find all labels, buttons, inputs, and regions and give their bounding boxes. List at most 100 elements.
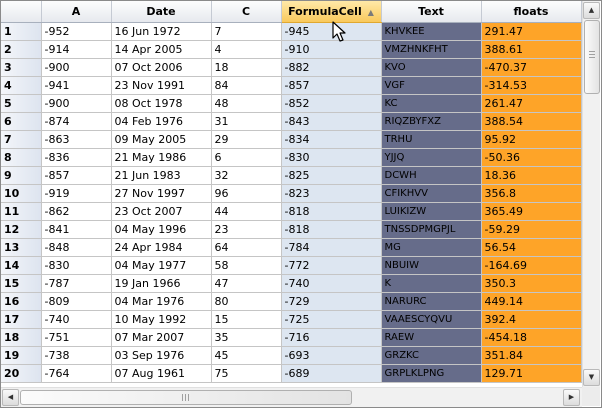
row-number[interactable]: 2 — [1, 40, 42, 59]
cell-date[interactable]: 09 May 2005 — [111, 130, 212, 149]
cell-floats[interactable]: 56.54 — [481, 238, 582, 257]
row-number[interactable]: 13 — [1, 238, 42, 257]
cell-floats[interactable]: 18.36 — [481, 166, 582, 185]
cell-a[interactable]: -738 — [41, 346, 112, 365]
table-row[interactable]: 20 -764 07 Aug 1961 75 -689 GRPLKLPNG 129.71 — [1, 364, 582, 383]
column-header-formulacell[interactable]: FormulaCell ▲ — [281, 1, 382, 23]
horizontal-scrollbar[interactable]: ◀ ▶ — [1, 387, 582, 407]
cell-floats[interactable]: 356.8 — [481, 184, 582, 203]
cell-formulacell[interactable]: -852 — [281, 94, 382, 113]
cell-text[interactable]: MG — [381, 238, 482, 257]
arrow-right-icon[interactable]: ▶ — [563, 389, 580, 406]
cell-floats[interactable]: 351.84 — [481, 346, 582, 365]
cell-a[interactable]: -764 — [41, 364, 112, 383]
cell-a[interactable]: -857 — [41, 166, 112, 185]
cell-date[interactable]: 04 Mar 1976 — [111, 292, 212, 311]
cell-date[interactable]: 07 Aug 1961 — [111, 364, 212, 383]
cell-floats[interactable]: 388.54 — [481, 112, 582, 131]
table-row[interactable]: 15 -787 19 Jan 1966 47 -740 K 350.3 — [1, 274, 582, 293]
cell-text[interactable]: LUIKIZW — [381, 202, 482, 221]
cell-a[interactable]: -740 — [41, 310, 112, 329]
cell-formulacell[interactable]: -716 — [281, 328, 382, 347]
cell-date[interactable]: 07 Oct 2006 — [111, 58, 212, 77]
cell-floats[interactable]: 392.4 — [481, 310, 582, 329]
arrow-up-icon[interactable]: ▲ — [583, 2, 600, 19]
column-header-floats[interactable]: floats — [481, 1, 582, 23]
cell-c[interactable]: 44 — [211, 202, 282, 221]
cell-c[interactable]: 23 — [211, 220, 282, 239]
cell-formulacell[interactable]: -823 — [281, 184, 382, 203]
cell-text[interactable]: RIQZBYFXZ — [381, 112, 482, 131]
cell-text[interactable]: NARURC — [381, 292, 482, 311]
row-number[interactable]: 9 — [1, 166, 42, 185]
column-header-a[interactable]: A — [41, 1, 112, 23]
row-number[interactable]: 16 — [1, 292, 42, 311]
table-row[interactable]: 4 -941 23 Nov 1991 84 -857 VGF -314.53 — [1, 76, 582, 95]
cell-formulacell[interactable]: -882 — [281, 58, 382, 77]
cell-floats[interactable]: -59.29 — [481, 220, 582, 239]
row-number[interactable]: 14 — [1, 256, 42, 275]
cell-a[interactable]: -751 — [41, 328, 112, 347]
table-row[interactable]: 14 -830 04 May 1977 58 -772 NBUIW -164.69 — [1, 256, 582, 275]
table-row[interactable]: 17 -740 10 May 1992 15 -725 VAAESCYQVU 392.4 — [1, 310, 582, 329]
cell-a[interactable]: -900 — [41, 58, 112, 77]
row-number[interactable]: 20 — [1, 364, 42, 383]
cell-a[interactable]: -914 — [41, 40, 112, 59]
arrow-down-icon[interactable]: ▼ — [583, 369, 600, 386]
cell-date[interactable]: 27 Nov 1997 — [111, 184, 212, 203]
cell-text[interactable]: VAAESCYQVU — [381, 310, 482, 329]
cell-a[interactable]: -836 — [41, 148, 112, 167]
cell-c[interactable]: 45 — [211, 346, 282, 365]
cell-c[interactable]: 7 — [211, 22, 282, 41]
table-row[interactable]: 8 -836 21 May 1986 6 -830 YJJQ -50.36 — [1, 148, 582, 167]
cell-floats[interactable]: -50.36 — [481, 148, 582, 167]
cell-a[interactable]: -841 — [41, 220, 112, 239]
cell-c[interactable]: 32 — [211, 166, 282, 185]
cell-text[interactable]: KHVKEE — [381, 22, 482, 41]
cell-formulacell[interactable]: -784 — [281, 238, 382, 257]
table-row[interactable]: 19 -738 03 Sep 1976 45 -693 GRZKC 351.84 — [1, 346, 582, 365]
cell-text[interactable]: GRZKC — [381, 346, 482, 365]
cell-formulacell[interactable]: -945 — [281, 22, 382, 41]
cell-c[interactable]: 58 — [211, 256, 282, 275]
table-row[interactable]: 5 -900 08 Oct 1978 48 -852 KC 261.47 — [1, 94, 582, 113]
cell-floats[interactable]: 129.71 — [481, 364, 582, 383]
cell-a[interactable]: -863 — [41, 130, 112, 149]
cell-c[interactable]: 4 — [211, 40, 282, 59]
cell-formulacell[interactable]: -689 — [281, 364, 382, 383]
horizontal-scroll-thumb[interactable] — [20, 390, 352, 405]
cell-text[interactable]: NBUIW — [381, 256, 482, 275]
row-number[interactable]: 18 — [1, 328, 42, 347]
cell-a[interactable]: -952 — [41, 22, 112, 41]
cell-formulacell[interactable]: -818 — [281, 202, 382, 221]
cell-date[interactable]: 07 Mar 2007 — [111, 328, 212, 347]
table-row[interactable]: 3 -900 07 Oct 2006 18 -882 KVO -470.37 — [1, 58, 582, 77]
cell-formulacell[interactable]: -693 — [281, 346, 382, 365]
cell-text[interactable]: KC — [381, 94, 482, 113]
cell-text[interactable]: GRPLKLPNG — [381, 364, 482, 383]
row-number[interactable]: 17 — [1, 310, 42, 329]
row-number[interactable]: 10 — [1, 184, 42, 203]
cell-c[interactable]: 29 — [211, 130, 282, 149]
cell-a[interactable]: -848 — [41, 238, 112, 257]
cell-text[interactable]: DCWH — [381, 166, 482, 185]
cell-a[interactable]: -830 — [41, 256, 112, 275]
table-row[interactable]: 6 -874 04 Feb 1976 31 -843 RIQZBYFXZ 388.54 — [1, 112, 582, 131]
cell-c[interactable]: 48 — [211, 94, 282, 113]
cell-c[interactable]: 35 — [211, 328, 282, 347]
cell-formulacell[interactable]: -740 — [281, 274, 382, 293]
cell-text[interactable]: CFIKHVV — [381, 184, 482, 203]
cell-text[interactable]: YJJQ — [381, 148, 482, 167]
cell-formulacell[interactable]: -857 — [281, 76, 382, 95]
table-row[interactable]: 1 -952 16 Jun 1972 7 -945 KHVKEE 291.47 — [1, 22, 582, 41]
table-row[interactable]: 11 -862 23 Oct 2007 44 -818 LUIKIZW 365.49 — [1, 202, 582, 221]
cell-text[interactable]: TNSSDPMGPJL — [381, 220, 482, 239]
table-row[interactable]: 7 -863 09 May 2005 29 -834 TRHU 95.92 — [1, 130, 582, 149]
cell-floats[interactable]: -470.37 — [481, 58, 582, 77]
vertical-scrollbar[interactable]: ▲ ▼ — [582, 1, 600, 387]
cell-date[interactable]: 14 Apr 2005 — [111, 40, 212, 59]
cell-c[interactable]: 6 — [211, 148, 282, 167]
cell-date[interactable]: 21 May 1986 — [111, 148, 212, 167]
table-row[interactable]: 10 -919 27 Nov 1997 96 -823 CFIKHVV 356.8 — [1, 184, 582, 203]
cell-date[interactable]: 08 Oct 1978 — [111, 94, 212, 113]
